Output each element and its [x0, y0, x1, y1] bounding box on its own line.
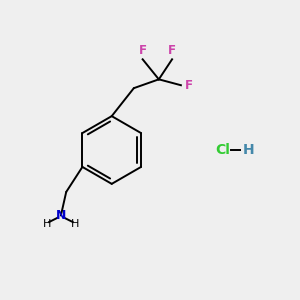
Text: F: F	[184, 79, 193, 92]
Text: F: F	[139, 44, 147, 57]
Text: N: N	[56, 209, 66, 222]
Text: H: H	[243, 143, 254, 157]
Text: H: H	[71, 219, 79, 229]
Text: F: F	[168, 44, 176, 57]
Text: H: H	[43, 219, 51, 229]
Text: Cl: Cl	[215, 143, 230, 157]
